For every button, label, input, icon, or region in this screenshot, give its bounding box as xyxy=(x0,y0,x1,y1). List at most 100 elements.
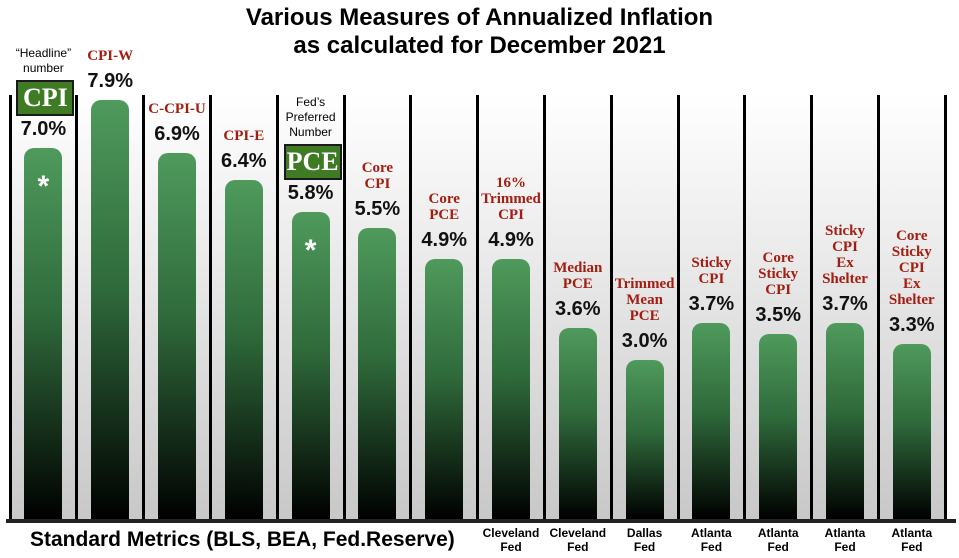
bar-4 xyxy=(291,211,330,519)
value-label: 7.0% xyxy=(20,118,67,140)
category-label: Ex xyxy=(903,276,921,293)
source-label: Fed xyxy=(500,540,522,554)
bar-9 xyxy=(625,360,664,519)
bar-12 xyxy=(826,322,864,519)
bar-2 xyxy=(158,153,196,519)
category-label: PCE xyxy=(629,308,660,324)
value-label: 3.6% xyxy=(555,298,601,321)
category-label: CPI-E xyxy=(223,127,265,144)
category-label: PCE xyxy=(429,207,460,224)
category-label: Trimmed xyxy=(614,276,675,292)
source-label: Atlanta xyxy=(824,526,866,540)
value-label: 3.7% xyxy=(822,292,868,315)
source-label: Fed xyxy=(633,540,656,554)
panel-divider xyxy=(342,95,346,522)
panel-divider xyxy=(208,95,212,522)
source-label: Dallas xyxy=(626,526,663,540)
category-label: CPI xyxy=(364,175,391,192)
category-label: CPI xyxy=(698,270,725,287)
panel-divider xyxy=(275,95,279,522)
bar-10 xyxy=(692,322,731,519)
panel-divider xyxy=(8,95,12,522)
source-label: Cleveland xyxy=(549,526,607,540)
value-label: 4.9% xyxy=(421,229,467,252)
annotation-text: Preferred xyxy=(285,109,336,124)
category-label: Shelter xyxy=(888,292,935,309)
category-label: Sticky xyxy=(891,244,932,261)
category-label: Core xyxy=(361,159,394,176)
category-label: Mean xyxy=(626,292,663,308)
bar-0 xyxy=(24,148,63,519)
panel-divider xyxy=(409,95,413,522)
bar-6 xyxy=(425,259,464,519)
x-axis-baseline xyxy=(6,519,956,523)
category-label: Core xyxy=(428,191,460,208)
panel-divider xyxy=(943,95,947,522)
highlight-label: PCE xyxy=(283,143,342,180)
panel-divider xyxy=(743,95,747,522)
bar-13 xyxy=(892,344,931,519)
source-label: Fed xyxy=(567,540,589,554)
panel-divider xyxy=(810,95,814,522)
value-label: 3.7% xyxy=(688,292,735,315)
value-label: 3.3% xyxy=(889,314,935,337)
category-label: CPI xyxy=(765,281,792,298)
panel-divider xyxy=(676,95,680,522)
category-label: Median xyxy=(553,260,603,277)
bar-5 xyxy=(358,227,397,519)
panel-divider xyxy=(476,95,480,522)
bar-7 xyxy=(492,259,530,519)
category-label: CPI xyxy=(832,238,858,255)
annotation-text: Number xyxy=(289,124,332,139)
asterisk-mark: * xyxy=(37,170,50,203)
panel-divider xyxy=(542,95,546,522)
annotation-text: “Headline” xyxy=(15,46,72,60)
category-label: PCE xyxy=(562,276,593,293)
value-label: 6.4% xyxy=(221,149,267,172)
group-label: Standard Metrics (BLS, BEA, Fed.Reserve) xyxy=(30,528,455,551)
category-label: CPI xyxy=(898,260,925,277)
bar-3 xyxy=(224,179,263,519)
panel-divider xyxy=(75,95,79,522)
category-label: Core xyxy=(762,249,794,266)
source-label: Atlanta xyxy=(691,526,732,540)
category-label: 16% xyxy=(496,175,526,192)
value-label: 6.9% xyxy=(154,123,200,146)
source-label: Atlanta xyxy=(891,526,933,540)
source-label: Fed xyxy=(700,540,723,554)
chart-title: Various Measures of Annualized Inflation xyxy=(245,4,714,31)
value-label: 3.0% xyxy=(621,330,668,352)
category-label: C-CPI-U xyxy=(148,101,206,118)
category-label: Sticky xyxy=(691,254,732,271)
value-label: 7.9% xyxy=(87,70,133,93)
category-label: Sticky xyxy=(758,265,799,282)
bar-8 xyxy=(558,328,597,519)
bar-1 xyxy=(91,100,130,519)
category-label: Ex xyxy=(836,254,854,271)
source-label: Fed xyxy=(767,540,789,554)
bar-11 xyxy=(759,333,798,519)
value-label: 4.9% xyxy=(488,229,534,252)
panel-divider xyxy=(142,95,146,522)
value-label: 5.5% xyxy=(354,197,401,220)
category-label: Trimmed xyxy=(481,191,541,208)
highlight-label: CPI xyxy=(16,80,75,116)
source-label: Fed xyxy=(901,540,923,554)
category-label: CPI-W xyxy=(87,48,134,65)
category-label: Sticky xyxy=(824,222,865,239)
asterisk-mark: * xyxy=(304,233,317,267)
category-label: Shelter xyxy=(822,270,868,287)
annotation-text: Fed’s xyxy=(296,94,326,109)
panel-divider xyxy=(609,95,613,522)
category-label: CPI xyxy=(498,207,524,224)
source-label: Fed xyxy=(834,540,856,554)
annotation-text: number xyxy=(23,61,64,75)
source-label: Atlanta xyxy=(757,526,799,540)
value-label: 3.5% xyxy=(755,303,801,326)
category-label: Core xyxy=(896,228,928,245)
source-label: Cleveland xyxy=(482,526,540,540)
chart-subtitle: as calculated for December 2021 xyxy=(293,32,666,59)
panel-divider xyxy=(876,95,880,522)
value-label: 5.8% xyxy=(287,181,334,204)
